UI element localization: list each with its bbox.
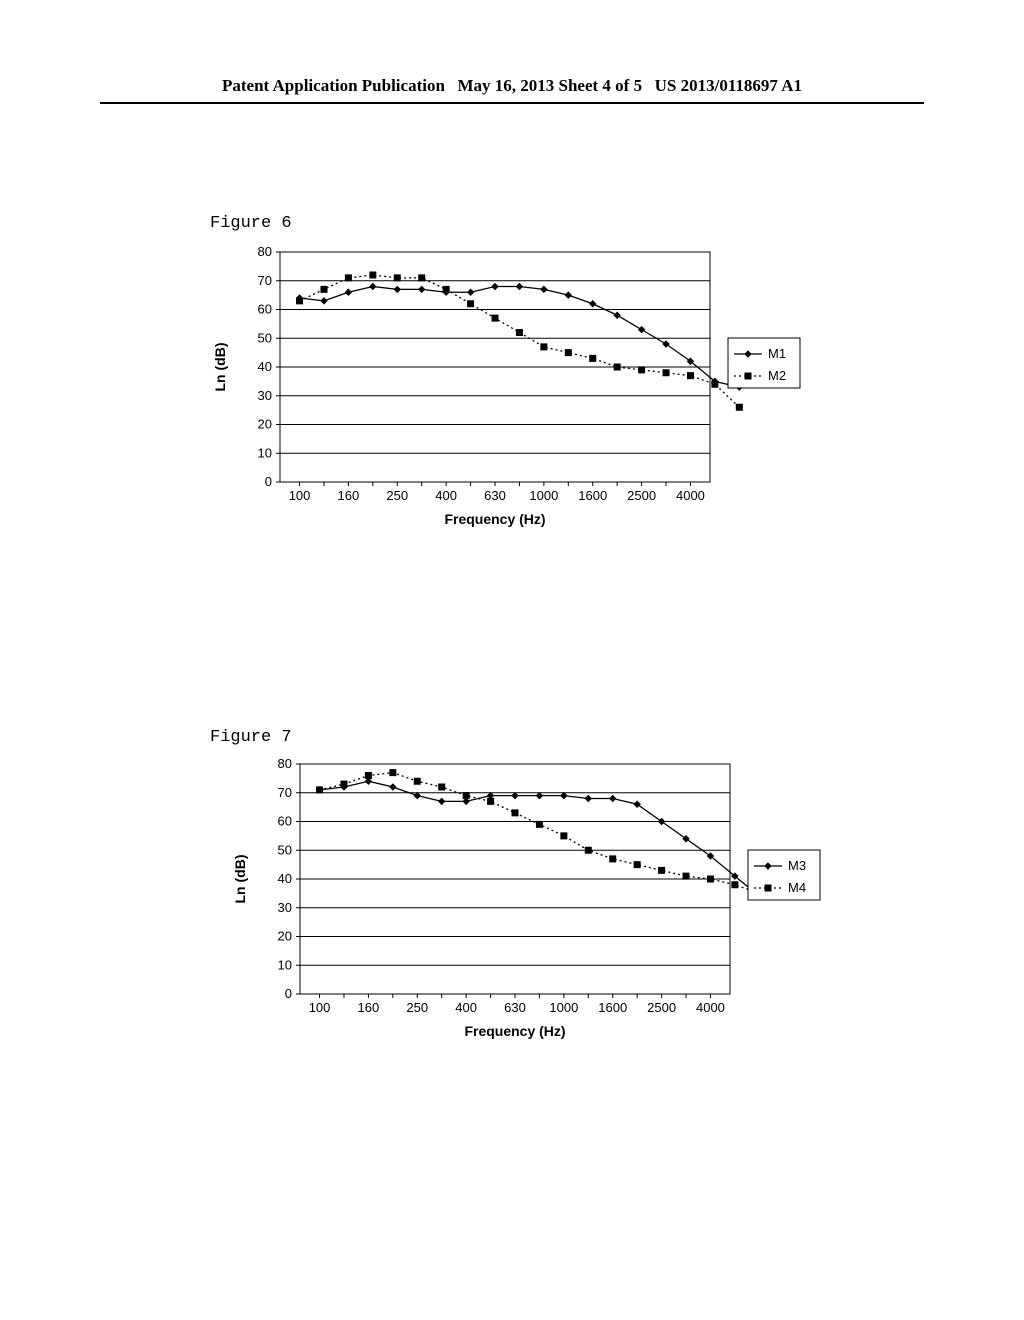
svg-text:40: 40 — [258, 359, 272, 374]
svg-text:Frequency (Hz): Frequency (Hz) — [444, 511, 545, 527]
svg-text:160: 160 — [338, 488, 360, 503]
svg-text:2500: 2500 — [647, 1000, 676, 1015]
svg-text:Ln (dB): Ln (dB) — [232, 855, 248, 904]
svg-text:Ln (dB): Ln (dB) — [212, 343, 228, 392]
svg-text:10: 10 — [278, 957, 292, 972]
svg-text:20: 20 — [258, 417, 272, 432]
svg-text:630: 630 — [504, 1000, 526, 1015]
svg-text:160: 160 — [358, 1000, 380, 1015]
svg-text:2500: 2500 — [627, 488, 656, 503]
header-center: May 16, 2013 Sheet 4 of 5 — [457, 76, 642, 96]
svg-text:1000: 1000 — [549, 1000, 578, 1015]
svg-text:80: 80 — [258, 244, 272, 259]
svg-text:250: 250 — [386, 488, 408, 503]
svg-text:250: 250 — [406, 1000, 428, 1015]
header-left: Patent Application Publication — [222, 76, 445, 96]
svg-text:4000: 4000 — [676, 488, 705, 503]
svg-text:30: 30 — [278, 900, 292, 915]
svg-text:M3: M3 — [788, 858, 806, 873]
svg-text:70: 70 — [258, 273, 272, 288]
svg-text:100: 100 — [309, 1000, 331, 1015]
svg-text:0: 0 — [285, 986, 292, 1001]
svg-text:20: 20 — [278, 929, 292, 944]
svg-text:100: 100 — [289, 488, 311, 503]
svg-text:1600: 1600 — [598, 1000, 627, 1015]
svg-text:50: 50 — [258, 330, 272, 345]
figure7-label: Figure 7 — [210, 728, 292, 747]
page-header: Patent Application Publication May 16, 2… — [100, 76, 924, 104]
svg-text:M4: M4 — [788, 880, 806, 895]
svg-text:1600: 1600 — [578, 488, 607, 503]
svg-text:M1: M1 — [768, 346, 786, 361]
svg-text:M2: M2 — [768, 368, 786, 383]
header-right: US 2013/0118697 A1 — [655, 76, 802, 96]
svg-text:630: 630 — [484, 488, 506, 503]
svg-text:60: 60 — [278, 814, 292, 829]
svg-text:0: 0 — [265, 474, 272, 489]
svg-text:4000: 4000 — [696, 1000, 725, 1015]
figure7-chart: 0 10 20 30 40 50 60 70 80 100 160 250 400 630 1000 1600… — [200, 752, 840, 1072]
svg-text:30: 30 — [258, 388, 272, 403]
svg-text:60: 60 — [258, 302, 272, 317]
svg-text:70: 70 — [278, 785, 292, 800]
figure6-label: Figure 6 — [210, 214, 292, 233]
figure6-chart: 0 10 20 30 40 50 60 70 80 100 160 250 400 630 1000 1600… — [180, 240, 820, 560]
svg-text:10: 10 — [258, 445, 272, 460]
svg-text:80: 80 — [278, 756, 292, 771]
svg-text:50: 50 — [278, 842, 292, 857]
svg-text:40: 40 — [278, 871, 292, 886]
svg-text:1000: 1000 — [529, 488, 558, 503]
svg-text:Frequency (Hz): Frequency (Hz) — [464, 1023, 565, 1039]
svg-text:400: 400 — [455, 1000, 477, 1015]
svg-text:400: 400 — [435, 488, 457, 503]
